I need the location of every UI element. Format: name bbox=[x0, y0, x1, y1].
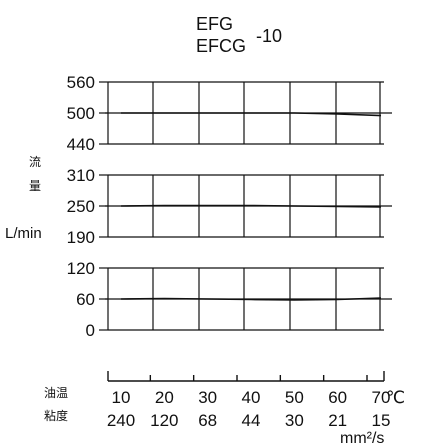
x-labels: 10 20 30 40 50 60 70 240 120 68 44 30 21 15 bbox=[107, 388, 391, 430]
chart-title-suffix: -10 bbox=[256, 26, 282, 46]
ytick-label: 60 bbox=[76, 290, 95, 309]
viscosity-value: 68 bbox=[198, 411, 217, 430]
ytick-label: 120 bbox=[67, 259, 95, 278]
viscosity-value: 30 bbox=[285, 411, 304, 430]
x-row-label: 油温 bbox=[44, 386, 68, 400]
ytick-label: 560 bbox=[67, 73, 95, 92]
y-axis-label: L/min bbox=[5, 225, 42, 242]
x-axis-scale bbox=[107, 371, 385, 382]
x-tick-label: 10 bbox=[112, 388, 131, 407]
band-3: 120 60 0 bbox=[67, 259, 392, 340]
band-2: 310 250 190 bbox=[67, 166, 392, 247]
viscosity-unit: mm²/s bbox=[340, 430, 384, 447]
x-unit: ℃ bbox=[386, 388, 405, 407]
x-tick-label: 60 bbox=[328, 388, 347, 407]
ytick-label: 440 bbox=[67, 135, 95, 154]
x-tick-label: 50 bbox=[285, 388, 304, 407]
x-tick-label: 30 bbox=[198, 388, 217, 407]
viscosity-value: 120 bbox=[150, 411, 178, 430]
chart-bands: 560 500 440 310 250 190 120 60 0 bbox=[67, 73, 392, 340]
ytick-label: 500 bbox=[67, 104, 95, 123]
x-tick-label: 20 bbox=[155, 388, 174, 407]
viscosity-value: 44 bbox=[242, 411, 261, 430]
y-axis-label-cjk-2: 量 bbox=[29, 179, 41, 193]
series-line-2 bbox=[120, 204, 382, 208]
series-line-1 bbox=[121, 112, 382, 117]
x-tick-label: 40 bbox=[242, 388, 261, 407]
series-line-3 bbox=[120, 297, 382, 301]
chart-title-line-2: EFCG bbox=[196, 36, 246, 56]
x-tick-label: 70 bbox=[372, 388, 391, 407]
y-axis-label-cjk-1: 流 bbox=[29, 155, 41, 169]
ytick-label: 190 bbox=[67, 228, 95, 247]
viscosity-value: 240 bbox=[107, 411, 135, 430]
chart-title-line-1: EFG bbox=[196, 14, 233, 34]
viscosity-value: 15 bbox=[372, 411, 391, 430]
ytick-label: 310 bbox=[67, 166, 95, 185]
ytick-label: 0 bbox=[86, 321, 95, 340]
viscosity-row-label: 粘度 bbox=[44, 408, 68, 423]
band-1: 560 500 440 bbox=[67, 73, 392, 154]
viscosity-value: 21 bbox=[328, 411, 347, 430]
ytick-label: 250 bbox=[67, 197, 95, 216]
